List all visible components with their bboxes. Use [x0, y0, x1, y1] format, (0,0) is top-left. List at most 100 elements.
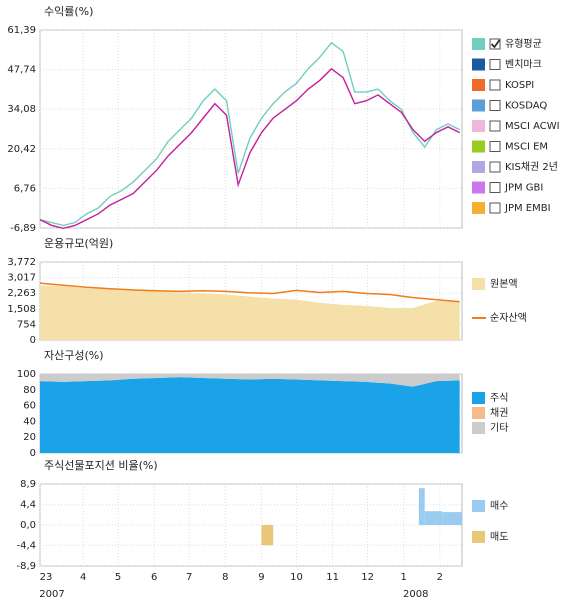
bar — [424, 511, 443, 525]
year-label: 2007 — [39, 589, 64, 600]
legend-swatch — [472, 120, 485, 132]
y-tick-label: 20,42 — [7, 144, 36, 155]
legend-swatch — [472, 79, 485, 91]
checkbox-box — [489, 59, 501, 70]
x-tick-label: 6 — [151, 572, 157, 583]
y-tick-label: 61,39 — [7, 25, 36, 36]
legend-label: KIS채권 2년 — [505, 161, 558, 173]
y-tick-label: 47,74 — [7, 65, 36, 76]
checkbox-box — [489, 182, 501, 193]
legend-swatch — [472, 140, 485, 153]
legend-label: 주식 — [490, 392, 508, 404]
line-series — [39, 41, 460, 227]
checkbox-box — [489, 100, 501, 111]
legend-label: JPM GBI — [504, 183, 543, 194]
legend-swatch — [472, 392, 485, 404]
y-tick-label: 754 — [17, 319, 36, 330]
legend-swatch — [472, 500, 485, 512]
stacked-area — [40, 374, 460, 387]
checkbox-box — [489, 79, 501, 91]
y-tick-label: 4,4 — [20, 500, 36, 511]
legend-swatch — [472, 38, 485, 50]
y-tick-label: -6,89 — [10, 223, 36, 234]
x-tick-label: 5 — [115, 572, 121, 583]
y-tick-label: 0 — [30, 335, 36, 346]
legend-checkbox[interactable] — [489, 59, 501, 70]
legend-label: MSCI ACWI — [505, 121, 560, 132]
legend-label: 벤치마크 — [505, 59, 542, 71]
bar — [442, 512, 462, 525]
y-tick-label: 0,0 — [20, 520, 36, 531]
legend-checkbox[interactable] — [489, 202, 501, 214]
y-tick-label: 80 — [23, 385, 36, 396]
x-tick-label: 1 — [401, 572, 407, 583]
legend-label: KOSDAQ — [505, 101, 547, 112]
y-tick-label: 3,017 — [7, 273, 36, 284]
legend-label: 원본액 — [490, 278, 518, 290]
bar — [418, 488, 425, 525]
marks — [40, 374, 460, 453]
legend-swatch — [472, 161, 485, 173]
y-tick-label: 1,508 — [7, 304, 36, 315]
x-tick-label: 4 — [80, 572, 86, 583]
legend-label: JPM EMBI — [504, 203, 551, 214]
y-tick-label: 100 — [17, 369, 36, 380]
y-tick-label: 34,08 — [7, 104, 36, 115]
chart-title: 수익률(%) — [44, 5, 93, 18]
legend-checkbox[interactable] — [489, 182, 501, 193]
chart-title: 주식선물포지션 비율(%) — [44, 459, 158, 472]
line-series — [39, 67, 460, 230]
legend-swatch — [472, 407, 485, 419]
legend-label: 매수 — [490, 500, 508, 512]
legend-label: 채권 — [490, 407, 508, 419]
y-tick-label: 8,9 — [20, 479, 36, 490]
marks — [39, 282, 460, 340]
x-tick-label: 8 — [222, 572, 228, 583]
marks — [39, 41, 460, 230]
checkbox-box — [489, 120, 501, 132]
legend-checkbox[interactable] — [489, 100, 501, 111]
legend-label: 매도 — [490, 531, 508, 543]
x-tick-label: 23 — [40, 572, 53, 583]
stacked-area — [40, 377, 460, 453]
chart-title: 자산구성(%) — [44, 349, 104, 362]
checkbox-box — [489, 202, 501, 214]
checkbox-box — [489, 161, 501, 173]
legend-swatch — [472, 58, 485, 71]
legend-swatch — [472, 422, 485, 434]
line-series — [39, 282, 460, 303]
legend-label: KOSPI — [505, 80, 534, 91]
y-tick-label: 40 — [23, 416, 36, 427]
x-tick-label: 7 — [186, 572, 192, 583]
x-tick-label: 11 — [326, 572, 339, 583]
y-tick-label: -4,4 — [16, 540, 36, 551]
legend-checkbox[interactable] — [489, 161, 501, 173]
x-tick-label: 2 — [437, 572, 443, 583]
y-tick-label: -8,9 — [16, 561, 36, 572]
checkbox-tick — [490, 39, 501, 49]
legend-swatch — [472, 181, 485, 194]
marks — [261, 488, 462, 546]
legend-checkbox[interactable] — [489, 38, 501, 50]
area-series — [40, 285, 460, 340]
x-tick-label: 9 — [258, 572, 264, 583]
legend-swatch — [472, 278, 485, 290]
y-tick-label: 6,76 — [14, 183, 36, 194]
legend-swatch — [472, 202, 485, 214]
legend-label: 유형평균 — [505, 38, 542, 50]
chart-title: 운용규모(억원) — [44, 237, 113, 250]
legend-label: 순자산액 — [490, 312, 527, 324]
y-tick-label: 60 — [23, 401, 36, 412]
bar — [261, 525, 274, 546]
checkbox-box — [489, 141, 501, 152]
legend-swatch — [472, 531, 485, 543]
legend-swatch — [472, 99, 485, 112]
x-tick-label: 10 — [290, 572, 303, 583]
legend-checkbox[interactable] — [489, 120, 501, 132]
legend-checkbox[interactable] — [489, 141, 501, 152]
plot-frame — [39, 29, 463, 229]
legend-checkbox[interactable] — [489, 79, 501, 91]
y-tick-label: 0 — [30, 448, 36, 459]
legend-label: 기타 — [490, 422, 508, 434]
